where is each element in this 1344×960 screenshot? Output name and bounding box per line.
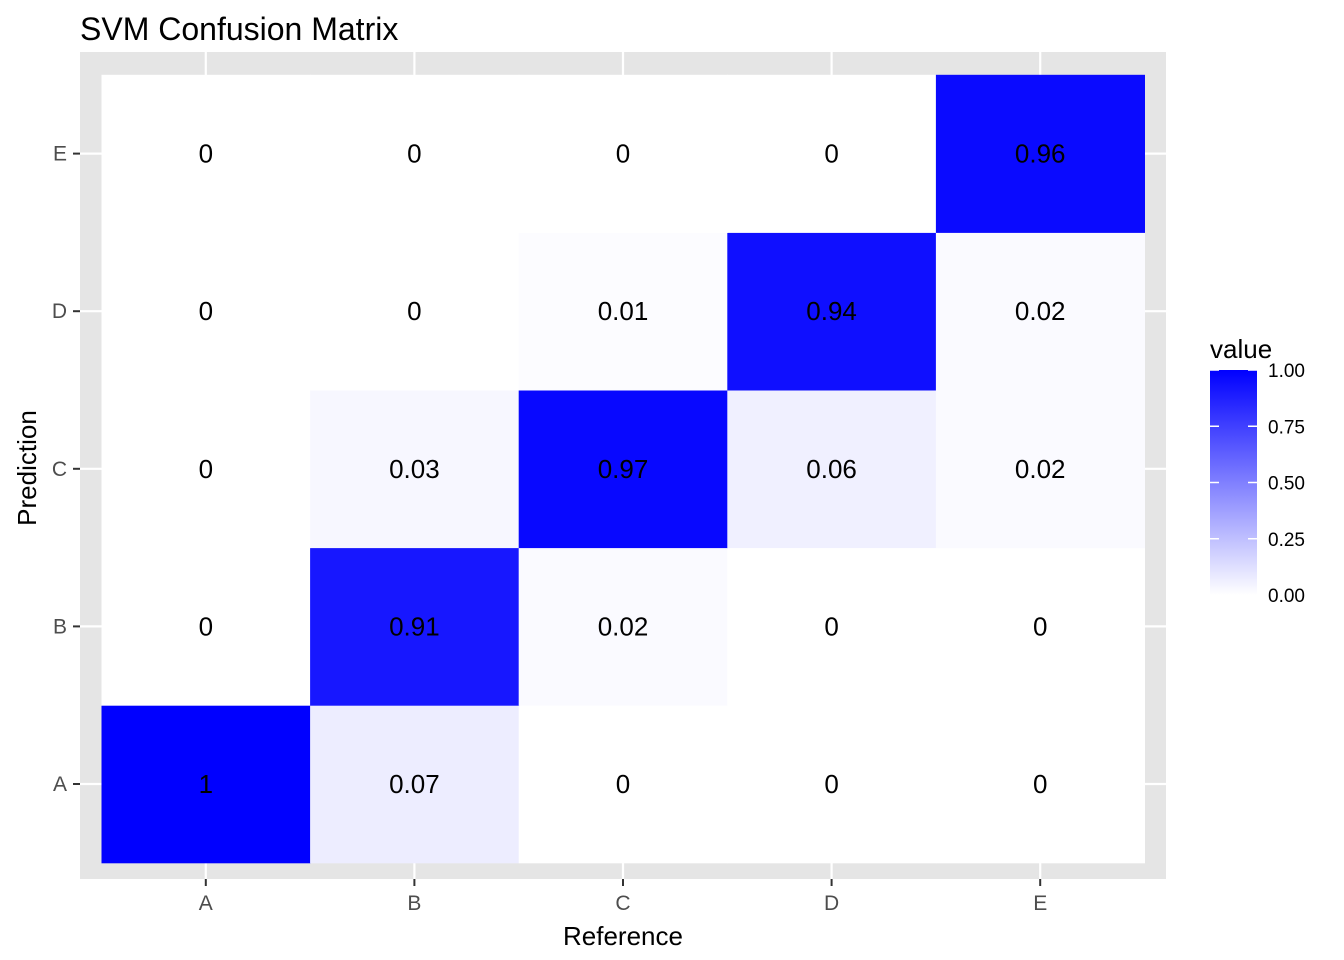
cell-label-D-B: 0 — [824, 611, 838, 641]
cell-label-C-B: 0.02 — [598, 611, 649, 641]
cell-label-C-E: 0 — [616, 139, 630, 169]
legend-tick-label: 0.00 — [1268, 586, 1305, 607]
chart-title: SVM Confusion Matrix — [80, 11, 398, 47]
cell-label-B-C: 0.03 — [389, 454, 440, 484]
heatmap-cell-C-E — [518, 74, 728, 233]
cell-label-C-C: 0.97 — [598, 454, 649, 484]
heatmap-cell-D-A — [727, 705, 937, 864]
heatmap-cell-E-C — [935, 390, 1145, 549]
heatmap-cell-B-D — [310, 232, 520, 391]
cell-label-E-C: 0.02 — [1015, 454, 1066, 484]
legend-tick-label: 0.25 — [1268, 530, 1305, 551]
cell-label-E-E: 0.96 — [1015, 139, 1066, 169]
y-axis: A B C D E — [52, 143, 80, 796]
cell-label-B-A: 0.07 — [389, 769, 440, 799]
legend: value 0.00 0.25 0.50 0.75 1.00 — [1210, 334, 1305, 607]
heatmap-cell-C-C — [518, 390, 728, 549]
cell-label-B-E: 0 — [407, 139, 421, 169]
x-tick-label-D: D — [824, 892, 839, 915]
heatmap-cell-E-E — [935, 74, 1145, 233]
y-tick-label-B: B — [53, 615, 67, 638]
legend-tick-label: 0.50 — [1268, 474, 1305, 495]
heatmap-cell-A-A — [101, 705, 311, 864]
x-tick-label-C: C — [615, 892, 630, 915]
cell-label-D-E: 0 — [824, 139, 838, 169]
heatmap-cells — [101, 74, 1145, 864]
cell-label-D-C: 0.06 — [806, 454, 857, 484]
cell-labels: 1 0.07 0 0 0 0 0.91 0.02 0 0 0 0.03 0.97 0.06 0.02 0 0 0.… — [199, 139, 1066, 799]
cell-label-C-D: 0.01 — [598, 296, 649, 326]
heatmap-cell-D-B — [727, 547, 937, 706]
heatmap-cell-E-A — [935, 705, 1145, 864]
cell-label-E-A: 0 — [1033, 769, 1047, 799]
heatmap-cell-C-D — [518, 232, 728, 391]
heatmap-cell-D-C — [727, 390, 937, 549]
x-axis-title: Reference — [563, 921, 683, 951]
heatmap-cell-A-D — [101, 232, 311, 391]
heatmap-cell-C-A — [518, 705, 728, 864]
x-tick-label-E: E — [1033, 892, 1047, 915]
cell-label-E-D: 0.02 — [1015, 296, 1066, 326]
heatmap-cell-C-B — [518, 547, 728, 706]
cell-label-E-B: 0 — [1033, 611, 1047, 641]
legend-ticks: 0.00 0.25 0.50 0.75 1.00 — [1210, 361, 1305, 607]
cell-label-D-D: 0.94 — [806, 296, 857, 326]
legend-tick-label: 1.00 — [1268, 361, 1305, 382]
heatmap-cell-A-C — [101, 390, 311, 549]
cell-label-B-B: 0.91 — [389, 611, 440, 641]
cell-label-A-E: 0 — [199, 139, 213, 169]
y-tick-label-A: A — [53, 773, 67, 796]
heatmap-cell-D-D — [727, 232, 937, 391]
heatmap-cell-A-B — [101, 547, 311, 706]
y-tick-label-D: D — [52, 300, 67, 323]
heatmap-cell-A-E — [101, 74, 311, 233]
cell-label-B-D: 0 — [407, 296, 421, 326]
cell-label-A-D: 0 — [199, 296, 213, 326]
cell-label-C-A: 0 — [616, 769, 630, 799]
y-tick-label-C: C — [52, 458, 67, 481]
heatmap-cell-B-C — [310, 390, 520, 549]
x-axis: A B C D E — [199, 879, 1047, 915]
heatmap-cell-D-E — [727, 74, 937, 233]
y-tick-label-E: E — [53, 143, 67, 166]
cell-label-A-C: 0 — [199, 454, 213, 484]
heatmap-cell-B-E — [310, 74, 520, 233]
cell-label-A-A: 1 — [199, 769, 213, 799]
y-axis-title: Prediction — [12, 410, 42, 526]
x-tick-label-A: A — [199, 892, 213, 915]
heatmap-cell-E-B — [935, 547, 1145, 706]
cell-label-A-B: 0 — [199, 611, 213, 641]
heatmap-cell-B-A — [310, 705, 520, 864]
x-tick-label-B: B — [407, 892, 421, 915]
cell-label-D-A: 0 — [824, 769, 838, 799]
legend-tick-label: 0.75 — [1268, 417, 1305, 438]
heatmap-cell-B-B — [310, 547, 520, 706]
heatmap-cell-E-D — [935, 232, 1145, 391]
legend-title: value — [1210, 334, 1272, 364]
